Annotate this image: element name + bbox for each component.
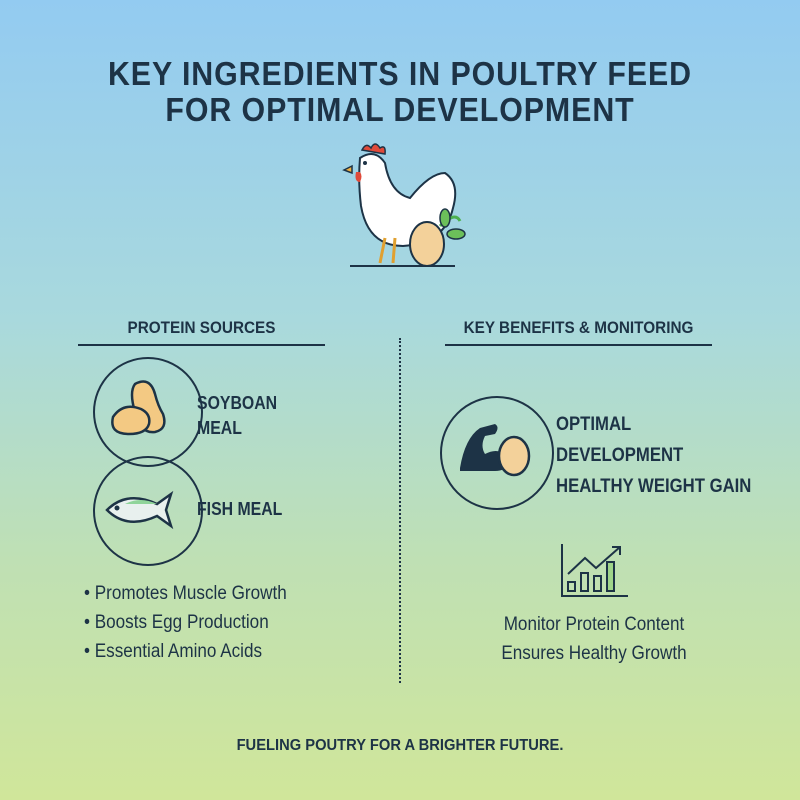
benefit-line3: HEALTHY WEIGHT GAIN	[556, 476, 752, 497]
monitor-line1: Monitor Protein Content	[503, 614, 685, 635]
bullet-text: Promotes Muscle Growth	[94, 583, 287, 604]
muscle-egg-icon	[440, 396, 554, 510]
heading-underline	[78, 344, 325, 346]
chicken-with-egg-icon	[342, 143, 466, 267]
bullet-text: Boosts Egg Production	[94, 612, 269, 633]
benefit-line2: DEVELOPMENT	[556, 445, 684, 466]
fish-icon	[93, 456, 203, 566]
benefit-bullets: • Promotes Muscle Growth • Boosts Egg Pr…	[84, 583, 309, 670]
soybean-label-line2: MEAL	[197, 418, 242, 438]
monitor-line2: Ensures Healthy Growth	[501, 643, 687, 664]
column-divider	[399, 338, 401, 683]
protein-sources-heading: PROTEIN SOURCES	[127, 318, 276, 337]
title-line-2: FOR OPTIMAL DEVELOPMENT	[165, 91, 635, 128]
bullet-item: • Essential Amino Acids	[84, 641, 263, 662]
benefit-line1: OPTIMAL	[556, 414, 632, 435]
soybean-label-line1: SOYBOAN	[197, 393, 278, 413]
heading-underline	[445, 344, 712, 346]
footer-tagline: FUELING POUTRY FOR A BRIGHTER FUTURE.	[236, 737, 564, 754]
title-line-1: KEY INGREDIENTS IN POULTRY FEED	[107, 55, 693, 92]
benefits-heading: KEY BENEFITS & MONITORING	[463, 318, 694, 337]
bullet-item: • Boosts Egg Production	[84, 612, 269, 633]
soybean-meal-label: SOYBOAN MEAL	[197, 391, 277, 441]
bullet-text: Essential Amino Acids	[94, 641, 263, 662]
bullet-item: • Promotes Muscle Growth	[84, 583, 287, 604]
fish-meal-label: FISH MEAL	[197, 499, 283, 519]
optimal-development-label: OPTIMAL DEVELOPMENT HEALTHY WEIGHT GAIN	[556, 409, 751, 502]
soybean-icon	[93, 357, 203, 467]
growth-chart-icon	[561, 544, 628, 597]
